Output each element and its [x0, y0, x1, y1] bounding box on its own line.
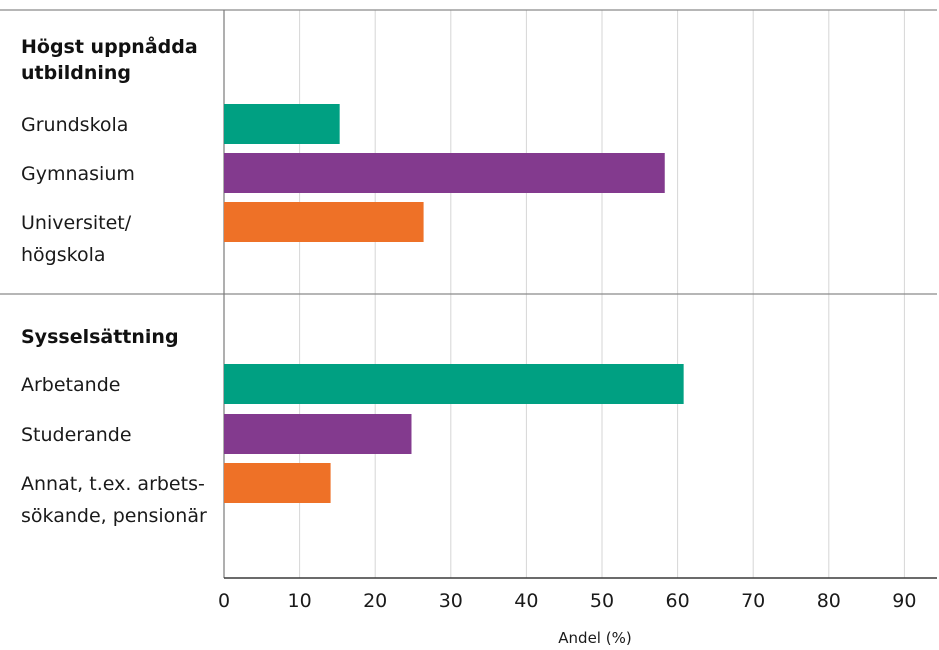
bar [224, 414, 412, 454]
tick-label: 10 [288, 590, 312, 612]
x-axis-ticks: 0 10 20 30 40 50 60 70 80 90 [218, 590, 917, 612]
tick-label: 70 [741, 590, 765, 612]
bar [224, 104, 340, 144]
tick-label: 50 [590, 590, 614, 612]
group-header: Sysselsättning [21, 326, 179, 348]
category-label: Studerande [21, 424, 132, 446]
tick-label: 40 [514, 590, 538, 612]
bars [224, 104, 684, 503]
category-label: Annat, t.ex. arbets- [21, 473, 205, 495]
category-labels: Högst uppnådda utbildning Grundskola Gymnas… [21, 34, 207, 527]
tick-label: 90 [892, 590, 916, 612]
category-label: högskola [21, 244, 106, 266]
group-header: utbildning [21, 62, 131, 84]
category-label: Grundskola [21, 114, 128, 136]
category-label: Universitet/ [21, 212, 132, 234]
tick-label: 0 [218, 590, 230, 612]
tick-label: 30 [439, 590, 463, 612]
bar [224, 364, 684, 404]
bar [224, 153, 665, 193]
tick-label: 20 [363, 590, 387, 612]
tick-label: 60 [666, 590, 690, 612]
category-label: Arbetande [21, 374, 120, 396]
x-axis-label: Andel (%) [558, 629, 631, 647]
bar [224, 202, 424, 242]
tick-label: 80 [817, 590, 841, 612]
category-label: sökande, pensionär [21, 505, 207, 527]
group-header: Högst uppnådda [21, 34, 198, 58]
bar [224, 463, 331, 503]
category-label: Gymnasium [21, 163, 135, 185]
